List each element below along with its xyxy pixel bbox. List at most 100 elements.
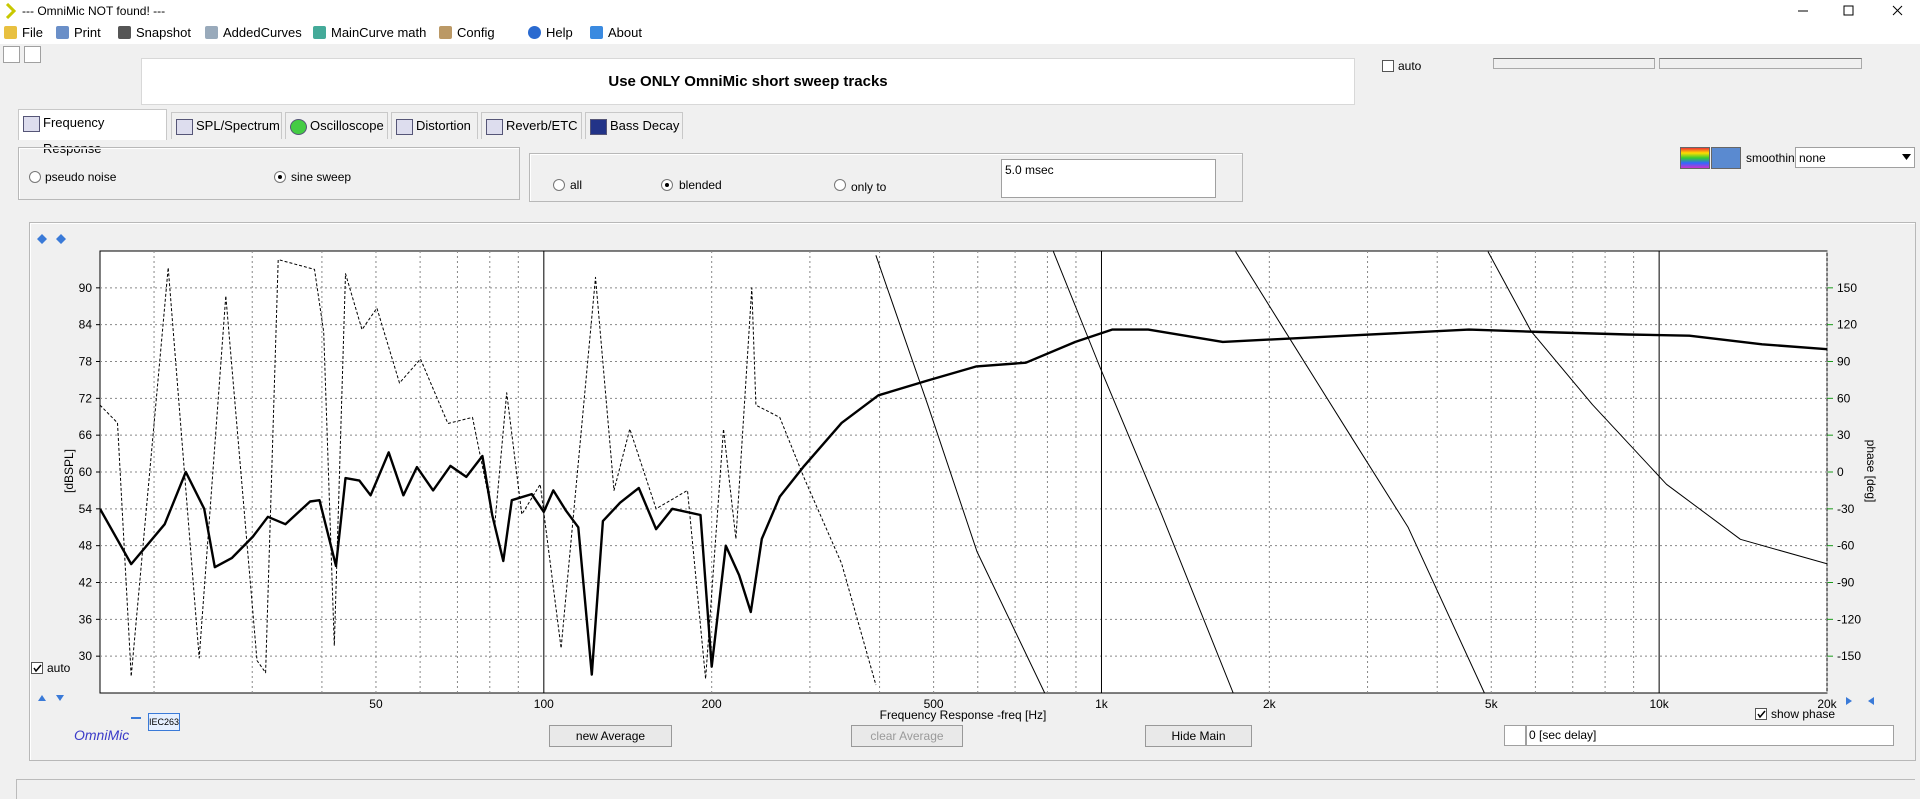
tab-label[interactable]: SPL/Spectrum — [196, 118, 280, 133]
title-bar: --- OmniMic NOT found! --- — [0, 0, 1920, 22]
radio[interactable] — [274, 171, 286, 183]
radio-label: sine sweep — [291, 170, 352, 184]
tab[interactable]: Oscilloscope — [285, 112, 388, 139]
checkbox[interactable] — [31, 662, 43, 674]
y-tick-label: 48 — [79, 539, 93, 553]
radio-label: blended — [679, 178, 722, 192]
menu-label[interactable]: Help — [546, 25, 573, 40]
button-label[interactable]: new Average — [575, 729, 646, 743]
slider[interactable] — [1659, 58, 1862, 69]
menu-label[interactable]: AddedCurves — [223, 25, 302, 40]
menu-item[interactable]: Help — [528, 25, 573, 40]
smoothing-value[interactable]: none — [1799, 151, 1826, 165]
menu-item[interactable]: AddedCurves — [205, 25, 302, 40]
mic-line — [131, 717, 141, 719]
y-tick-label: 36 — [79, 612, 93, 626]
x-tick-label: 2k — [1263, 697, 1277, 711]
menu-item[interactable]: Print — [56, 25, 101, 40]
menu-item[interactable]: MainCurve math — [313, 25, 426, 40]
tab[interactable]: Bass Decay — [585, 112, 683, 139]
y-tick-label: 60 — [79, 465, 93, 479]
x-tick-label: 20k — [1817, 697, 1837, 711]
radio[interactable] — [29, 171, 41, 183]
bottom-panel — [16, 779, 1915, 799]
y2-tick-label: 0 — [1837, 465, 1844, 479]
y-tick-label: 78 — [79, 355, 93, 369]
y-tick-label: 90 — [79, 281, 93, 295]
y2-tick-label: -90 — [1837, 576, 1855, 590]
menu-bar: File Print Snapshot AddedCurves MainCurv… — [0, 22, 1920, 44]
tab[interactable]: Distortion — [391, 112, 478, 139]
tab[interactable]: SPL/Spectrum — [171, 112, 282, 139]
pause-button[interactable] — [3, 46, 20, 63]
radio-label: pseudo noise — [45, 170, 117, 184]
app-icon — [5, 3, 16, 19]
scroll-buttons[interactable] — [38, 695, 64, 701]
x-tick-label: 500 — [924, 697, 944, 711]
radio-label: only to — [851, 180, 887, 194]
y2-tick-label: 30 — [1837, 428, 1851, 442]
x-tick-label: 50 — [369, 697, 383, 711]
time-value[interactable]: 5.0 msec — [1005, 163, 1054, 177]
y2-tick-label: 60 — [1837, 391, 1851, 405]
menu-label[interactable]: Snapshot — [136, 25, 191, 40]
checkbox[interactable] — [1382, 60, 1394, 72]
checkbox-label: auto — [1398, 59, 1422, 73]
menu-item[interactable]: About — [590, 25, 642, 40]
y-tick-label: 30 — [79, 649, 93, 663]
mic-badge[interactable]: IEC263 — [148, 713, 180, 731]
banner-text: Use ONLY OmniMic short sweep tracks — [608, 73, 888, 90]
menu-label[interactable]: File — [22, 25, 43, 40]
menu-item[interactable]: File — [4, 25, 43, 40]
tab-label[interactable]: Frequency Response — [43, 115, 105, 156]
tab[interactable]: Reverb/ETC — [481, 112, 582, 139]
button[interactable]: new Average — [549, 725, 672, 747]
color-button[interactable] — [1680, 147, 1710, 169]
menu-label[interactable]: Print — [74, 25, 101, 40]
button-label[interactable]: clear Average — [870, 729, 944, 743]
y-tick-label: 54 — [79, 502, 93, 516]
radio[interactable] — [661, 179, 673, 191]
waterfall-button[interactable] — [1711, 147, 1741, 169]
pan-buttons[interactable] — [1846, 697, 1874, 705]
button[interactable]: Hide Main — [1145, 725, 1252, 747]
delay-value[interactable]: 0 [sec delay] — [1529, 728, 1597, 742]
curve — [100, 259, 877, 686]
menu-label[interactable]: MainCurve math — [331, 25, 427, 40]
checkbox-label: show phase — [1771, 707, 1836, 721]
button[interactable]: clear Average — [851, 725, 963, 747]
button-label[interactable]: Hide Main — [1171, 729, 1226, 743]
time-input[interactable]: 5.0 msec — [1001, 159, 1216, 198]
menu-label[interactable]: Config — [457, 25, 495, 40]
tab-label[interactable]: Bass Decay — [610, 118, 680, 133]
spinner[interactable] — [1504, 725, 1526, 746]
tab-label[interactable]: Oscilloscope — [310, 118, 384, 133]
tab-label[interactable]: Reverb/ETC — [506, 118, 578, 133]
delay-input[interactable]: 0 [sec delay] — [1526, 725, 1894, 746]
x-tick-label: 5k — [1485, 697, 1499, 711]
y2-axis-title: phase [deg] — [1864, 440, 1878, 503]
play-button[interactable] — [24, 46, 41, 63]
smoothing-select[interactable]: none — [1795, 147, 1915, 168]
tab[interactable]: Frequency Response — [18, 109, 167, 156]
x-tick-label: 200 — [702, 697, 722, 711]
menu-item[interactable]: Snapshot — [118, 25, 191, 40]
radio[interactable] — [553, 179, 565, 191]
curve — [875, 251, 1827, 693]
tab-label[interactable]: Distortion — [416, 118, 471, 133]
x-tick-label: 1k — [1095, 697, 1109, 711]
checkbox-label: auto — [47, 661, 71, 675]
menu-label[interactable]: About — [608, 25, 642, 40]
y2-tick-label: -120 — [1837, 612, 1861, 626]
y2-tick-label: 90 — [1837, 355, 1851, 369]
zoom-buttons[interactable] — [37, 234, 66, 244]
slider[interactable] — [1493, 58, 1655, 69]
radio-label: all — [570, 178, 583, 192]
radio[interactable] — [834, 179, 846, 191]
y2-tick-label: -150 — [1837, 649, 1861, 663]
menu-item[interactable]: Config — [439, 25, 495, 40]
checkbox[interactable] — [1755, 708, 1767, 720]
window-controls[interactable] — [1790, 2, 1915, 20]
